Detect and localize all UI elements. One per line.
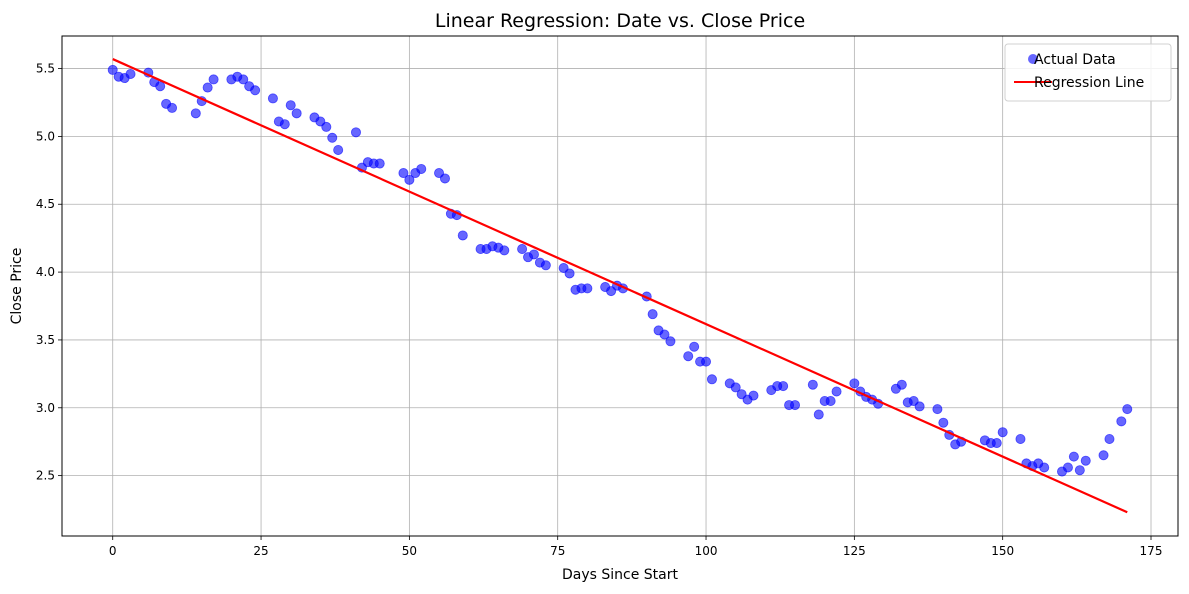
chart-title: Linear Regression: Date vs. Close Price bbox=[435, 10, 805, 32]
data-point bbox=[778, 381, 789, 392]
data-point bbox=[807, 379, 818, 390]
data-point bbox=[701, 356, 712, 367]
y-axis-label: Close Price bbox=[9, 248, 25, 325]
y-tick-label: 3.5 bbox=[36, 333, 55, 347]
data-point bbox=[398, 168, 409, 179]
x-axis-label: Days Since Start bbox=[562, 567, 679, 583]
data-point bbox=[689, 341, 700, 352]
data-point bbox=[517, 244, 528, 255]
data-point bbox=[991, 438, 1002, 449]
y-tick-label: 5.5 bbox=[36, 62, 55, 76]
data-point bbox=[202, 82, 213, 93]
axis-ticks: 0 25 50 75 100 125 150 175 2.5 3.0 3.5 4.0 4.5 5.0 5.5 bbox=[36, 62, 1163, 558]
data-point bbox=[416, 163, 427, 174]
x-tick-label: 25 bbox=[253, 544, 268, 558]
data-point bbox=[528, 249, 539, 260]
x-tick-label: 75 bbox=[550, 544, 565, 558]
data-point bbox=[932, 404, 943, 415]
data-point bbox=[1015, 433, 1026, 444]
legend-label-regression-line: Regression Line bbox=[1034, 75, 1144, 91]
data-point bbox=[540, 260, 551, 271]
data-point bbox=[333, 144, 344, 155]
data-point bbox=[499, 245, 510, 256]
data-point bbox=[439, 173, 450, 184]
data-point bbox=[813, 409, 824, 420]
y-tick-label: 3.0 bbox=[36, 401, 55, 415]
data-point bbox=[250, 85, 261, 96]
data-point bbox=[647, 309, 658, 320]
data-point bbox=[790, 400, 801, 411]
x-tick-label: 50 bbox=[402, 544, 417, 558]
data-point bbox=[350, 127, 361, 138]
data-point bbox=[1122, 404, 1133, 415]
data-point bbox=[1098, 450, 1109, 461]
x-tick-label: 0 bbox=[109, 544, 117, 558]
data-point bbox=[291, 108, 302, 119]
data-point bbox=[1080, 455, 1091, 466]
data-point bbox=[404, 174, 415, 185]
legend-box bbox=[1004, 43, 1172, 102]
data-point bbox=[1062, 462, 1073, 473]
x-tick-label: 175 bbox=[1140, 544, 1163, 558]
regression-line-layer bbox=[112, 58, 1128, 514]
data-point bbox=[730, 382, 741, 393]
data-point bbox=[1104, 433, 1115, 444]
data-point bbox=[831, 386, 842, 397]
data-point bbox=[896, 379, 907, 390]
data-point bbox=[285, 100, 296, 111]
data-point bbox=[582, 283, 593, 294]
data-point bbox=[167, 102, 178, 113]
data-point bbox=[825, 395, 836, 406]
data-point bbox=[1074, 465, 1085, 476]
x-tick-label: 125 bbox=[843, 544, 866, 558]
data-point bbox=[914, 401, 925, 412]
grid bbox=[62, 36, 1178, 536]
data-point bbox=[267, 93, 278, 104]
data-point bbox=[155, 81, 166, 92]
data-point bbox=[238, 74, 249, 85]
data-point bbox=[665, 336, 676, 347]
regression-line bbox=[112, 58, 1128, 514]
data-point bbox=[1116, 416, 1127, 427]
data-point bbox=[997, 427, 1008, 438]
y-tick-label: 2.5 bbox=[36, 469, 55, 483]
data-point bbox=[849, 378, 860, 389]
plot-area-frame bbox=[61, 35, 1179, 537]
legend: Actual Data Regression Line bbox=[1004, 43, 1172, 102]
legend-label-actual-data: Actual Data bbox=[1034, 52, 1116, 68]
y-tick-label: 4.5 bbox=[36, 197, 55, 211]
data-point bbox=[374, 158, 385, 169]
data-point bbox=[125, 68, 136, 79]
y-tick-label: 5.0 bbox=[36, 129, 55, 143]
x-tick-label: 150 bbox=[991, 544, 1014, 558]
x-tick-label: 100 bbox=[695, 544, 718, 558]
data-point bbox=[107, 64, 118, 75]
data-point bbox=[706, 374, 717, 385]
legend-scatter-marker bbox=[1028, 54, 1038, 64]
data-point bbox=[564, 268, 575, 279]
data-point bbox=[457, 230, 468, 241]
data-point bbox=[327, 132, 338, 143]
data-point bbox=[279, 119, 290, 130]
data-point bbox=[321, 121, 332, 132]
y-tick-label: 4.0 bbox=[36, 265, 55, 279]
data-point bbox=[748, 390, 759, 401]
data-point bbox=[190, 108, 201, 119]
data-point bbox=[1039, 462, 1050, 473]
data-point bbox=[208, 74, 219, 85]
data-point bbox=[659, 329, 670, 340]
data-point bbox=[938, 417, 949, 428]
scatter-points bbox=[107, 64, 1133, 477]
data-point bbox=[1068, 451, 1079, 462]
data-point bbox=[683, 351, 694, 362]
